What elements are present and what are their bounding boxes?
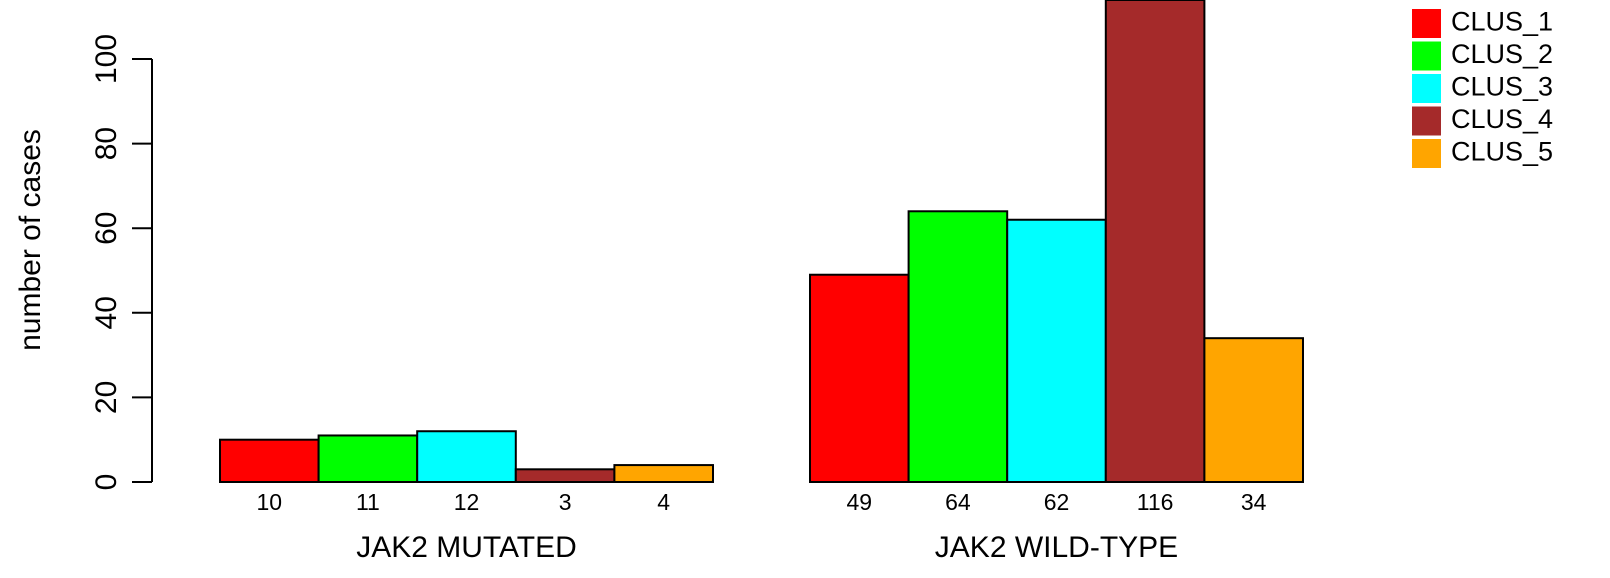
bars-layer	[219, 0, 1305, 484]
y-tick-label: 80	[90, 127, 123, 160]
bar-wild-type-clus_3	[1006, 218, 1107, 484]
y-tick-label: 0	[90, 474, 123, 491]
bar-value-label: 62	[1044, 489, 1070, 515]
bar-mutated-clus_1	[219, 438, 320, 484]
legend-swatch-clus_3	[1412, 74, 1441, 103]
legend-label-clus_1: CLUS_1	[1451, 7, 1553, 37]
group-label: JAK2 WILD-TYPE	[935, 531, 1178, 564]
legend-label-clus_5: CLUS_5	[1451, 137, 1553, 167]
legend-swatch-clus_2	[1412, 41, 1441, 71]
group-label: JAK2 MUTATED	[356, 531, 577, 564]
bar-wild-type-clus_4	[1104, 0, 1206, 483]
bar-value-label: 3	[559, 489, 572, 515]
legend-label-clus_4: CLUS_4	[1451, 104, 1553, 134]
bar-value-label: 4	[657, 489, 670, 515]
legend-swatch-clus_1	[1412, 9, 1441, 38]
bar-mutated-clus_5	[613, 464, 715, 483]
bar-value-label: 11	[356, 489, 380, 515]
bar-value-label: 49	[847, 489, 873, 515]
y-tick-label: 60	[90, 212, 123, 245]
bar-mutated-clus_4	[514, 468, 616, 483]
bar-mutated-clus_3	[416, 430, 517, 483]
bar-value-label: 12	[454, 489, 480, 515]
legend-label-clus_3: CLUS_3	[1451, 72, 1553, 102]
bar-value-label: 64	[945, 489, 971, 515]
bar-value-label: 34	[1241, 489, 1267, 515]
y-tick-label: 100	[90, 34, 123, 84]
bar-wild-type-clus_1	[809, 273, 910, 484]
bar-value-label: 116	[1137, 489, 1174, 515]
bar-value-label: 10	[257, 489, 283, 515]
bar-wild-type-clus_2	[907, 210, 1009, 483]
legend-swatch-clus_5	[1412, 139, 1441, 168]
bar-mutated-clus_2	[317, 434, 419, 483]
y-axis-title: number of cases	[14, 129, 47, 351]
y-tick-label: 20	[90, 381, 123, 414]
legend-label-clus_2: CLUS_2	[1451, 39, 1553, 69]
y-tick-label: 40	[90, 296, 123, 329]
y-axis: 0 20 40 60 80 100	[90, 34, 153, 491]
legend-swatch-clus_4	[1412, 106, 1441, 136]
bar-wild-type-clus_5	[1203, 337, 1305, 483]
